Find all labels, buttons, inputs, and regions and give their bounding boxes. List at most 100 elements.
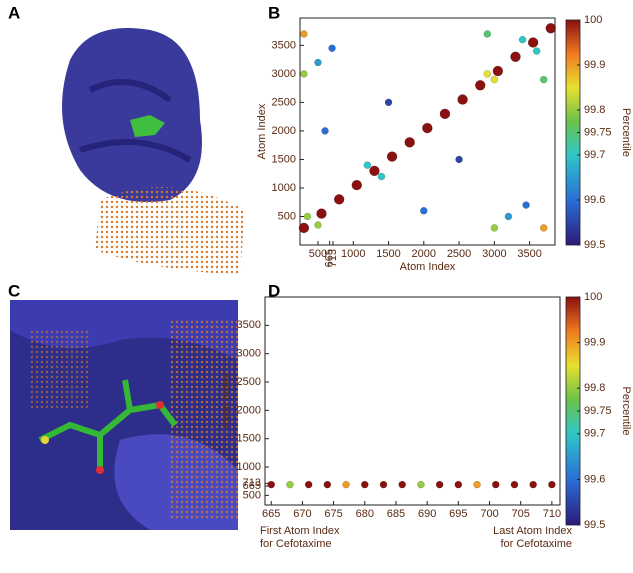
y-tick-label: 500 xyxy=(243,489,261,501)
y-tick-label: 713 xyxy=(243,477,261,489)
plot-frame xyxy=(299,17,556,246)
x-note: First Atom Index xyxy=(260,525,340,537)
data-point xyxy=(333,194,345,205)
x-tick-label: 1500 xyxy=(376,248,400,260)
protein-image-a xyxy=(40,20,245,280)
colorbar-tick-label: 99.6 xyxy=(584,473,605,485)
data-point xyxy=(510,480,519,489)
data-point xyxy=(314,221,322,229)
data-point xyxy=(529,480,537,489)
data-point xyxy=(539,75,548,84)
data-point xyxy=(304,480,313,489)
x-note: for Cefotaxime xyxy=(500,538,572,550)
data-point xyxy=(483,70,492,78)
data-point xyxy=(545,23,557,34)
y-tick-label: 3500 xyxy=(272,39,296,51)
colorbar-tick-label: 99.75 xyxy=(584,405,612,417)
data-point xyxy=(351,179,363,191)
data-point xyxy=(300,30,308,38)
data-point xyxy=(492,65,504,77)
y-tick-label: 2500 xyxy=(237,376,261,388)
data-point xyxy=(363,161,372,169)
data-point xyxy=(267,480,275,489)
data-point xyxy=(377,172,386,181)
data-point xyxy=(492,480,500,489)
plot-frame xyxy=(264,296,561,506)
data-point xyxy=(342,480,350,489)
data-point xyxy=(435,480,444,489)
data-point xyxy=(510,51,521,63)
protein-image-c xyxy=(10,300,238,530)
x-tick-label: 705 xyxy=(512,508,530,520)
x-tick-label: 670 xyxy=(293,508,311,520)
x-tick-label: 710 xyxy=(543,508,561,520)
data-point xyxy=(420,207,428,215)
data-point xyxy=(474,80,486,91)
panel-label: A xyxy=(8,3,20,22)
data-point xyxy=(398,480,406,489)
x-tick-label: 665 xyxy=(262,508,280,520)
x-tick-label: 500 xyxy=(309,248,327,260)
colorbar-tick-label: 99.5 xyxy=(584,239,605,251)
data-point xyxy=(386,151,398,162)
x-tick-label: 2000 xyxy=(412,248,436,260)
data-point xyxy=(539,224,548,232)
data-point xyxy=(361,480,369,489)
colorbar-tick-label: 99.7 xyxy=(584,149,605,161)
data-point xyxy=(328,44,336,52)
y-tick-label: 1500 xyxy=(272,153,296,165)
data-point xyxy=(457,94,468,105)
data-point xyxy=(314,58,322,67)
y-axis-label: Atom Index xyxy=(221,373,233,429)
x-tick-label: 2500 xyxy=(447,248,471,260)
data-point xyxy=(454,480,463,489)
data-point xyxy=(518,35,527,44)
x-tick-label: 3000 xyxy=(482,248,506,260)
data-point xyxy=(417,480,425,489)
data-point xyxy=(303,212,312,221)
x-tick-label: 700 xyxy=(480,508,498,520)
data-point xyxy=(527,37,539,48)
y-tick-label: 3000 xyxy=(237,348,261,360)
x-tick-label: 690 xyxy=(418,508,436,520)
x-note: for Cefotaxime xyxy=(260,538,332,550)
y-tick-label: 2500 xyxy=(272,96,296,108)
y-tick-label: 1000 xyxy=(237,461,261,473)
colorbar-tick-label: 99.75 xyxy=(584,126,612,138)
colorbar-tick-label: 99.8 xyxy=(584,382,605,394)
data-point xyxy=(369,165,380,177)
x-tick-label: 713 xyxy=(327,249,339,267)
y-tick-label: 1000 xyxy=(272,182,296,194)
data-point xyxy=(298,222,310,234)
data-point xyxy=(455,155,463,164)
panel-label: B xyxy=(268,3,280,22)
data-point xyxy=(323,480,332,489)
data-point xyxy=(384,98,393,107)
panel-label: C xyxy=(8,281,20,300)
x-tick-label: 695 xyxy=(449,508,467,520)
data-point xyxy=(473,480,481,489)
data-point xyxy=(404,137,415,148)
colorbar-tick-label: 100 xyxy=(584,14,602,26)
data-point xyxy=(439,108,451,120)
data-point xyxy=(483,30,492,38)
colorbar-tick-label: 99.6 xyxy=(584,194,605,206)
x-note: Last Atom Index xyxy=(493,525,572,537)
y-tick-label: 2000 xyxy=(272,125,296,137)
y-axis-label: Atom Index xyxy=(256,103,268,159)
x-tick-label: 1000 xyxy=(341,248,365,260)
y-tick-label: 500 xyxy=(278,210,296,222)
colorbar-tick-label: 99.9 xyxy=(584,59,605,71)
x-tick-label: 665 xyxy=(324,249,336,267)
y-tick-label: 1500 xyxy=(237,433,261,445)
data-point xyxy=(316,208,327,219)
colorbar-tick-label: 100 xyxy=(584,291,602,303)
y-tick-label: 665 xyxy=(243,480,261,492)
x-tick-label: 685 xyxy=(387,508,405,520)
y-tick-label: 2000 xyxy=(237,404,261,416)
data-point xyxy=(300,70,308,78)
x-tick-label: 680 xyxy=(356,508,374,520)
colorbar-label: Percentile xyxy=(620,108,632,157)
data-point xyxy=(286,480,294,489)
